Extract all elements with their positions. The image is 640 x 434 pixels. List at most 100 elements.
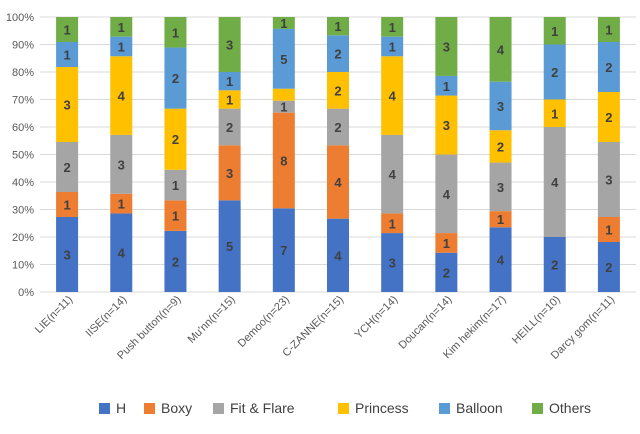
bar-segment-others [543,17,566,45]
legend-swatch [338,403,349,414]
data-label: 3 [63,98,70,113]
legend-item-fit-flare: Fit & Flare [213,400,295,416]
data-label: 1 [63,23,70,38]
data-label: 1 [443,236,450,251]
data-label: 3 [497,99,504,114]
data-label: 1 [172,25,179,40]
bar-segment-balloon [435,75,458,96]
data-label: 3 [497,180,504,195]
data-label: 1 [280,100,287,115]
bar-segment-boxy [489,211,512,228]
bar-segment-boxy [164,200,187,231]
y-tick-label: 90% [12,40,34,52]
data-label: 2 [226,120,233,135]
bar-segment-h [435,252,458,292]
bar-segment-boxy [218,145,241,201]
legend-swatch [439,403,450,414]
bar-segment-princess [164,108,187,170]
bar-segment-balloon [218,72,241,91]
bar-segment-boxy [435,233,458,253]
bar-segment-balloon [110,36,133,57]
bar-segment-boxy [597,217,620,242]
data-label: 1 [551,24,558,39]
bar-segment-balloon [164,47,187,109]
data-label: 3 [226,38,233,53]
x-category-label: Doucan(n=14) [396,294,454,352]
data-label: 1 [118,39,125,54]
bar-segment-fit-flare [597,142,620,217]
bar-segment-balloon [327,35,349,72]
y-tick-label: 30% [12,205,34,217]
y-tick-label: 0% [18,287,34,299]
bar-segment-princess [381,56,404,135]
bar-segment-balloon [489,81,512,131]
data-label: 3 [63,248,70,263]
bar-segment-fit-flare [218,108,241,146]
data-label: 1 [334,19,341,34]
data-label: 4 [334,248,342,263]
data-label: 1 [63,198,70,213]
data-label: 2 [334,120,341,135]
data-label: 1 [389,39,396,54]
legend: H Boxy Fit & Flare Princess Balloon Others [99,400,591,416]
data-label: 3 [118,157,125,172]
data-label: 3 [389,256,396,271]
bar-segment-h [543,237,566,292]
y-axis-ticks: 0% 10% 20% 30% 40% 50% 60% 70% 80% 90% 100% [6,12,34,299]
data-label: 4 [334,175,342,190]
data-label: 3 [443,118,450,133]
data-label: 2 [551,258,558,273]
bar-segment-boxy [272,112,295,209]
data-label: 2 [172,132,179,147]
data-label: 2 [605,260,612,275]
bar-segment-fit-flare [381,134,404,214]
data-label: 5 [226,239,233,254]
y-tick-label: 100% [6,12,34,24]
bar-segment-princess [272,88,295,101]
data-label: 1 [605,223,612,238]
x-category-label: IISE(n=14) [84,294,130,340]
data-label: 1 [226,93,233,108]
bar-segment-fit-flare [543,127,566,237]
data-label: 1 [63,48,70,63]
data-label: 2 [63,160,70,175]
bar-segment-boxy [56,192,79,217]
legend-label: Others [549,400,591,416]
bar-segment-others [597,17,620,42]
bar-segment-h [164,230,187,292]
bar-segment-h [56,217,79,292]
data-label: 1 [497,212,504,227]
y-tick-label: 20% [12,232,34,244]
bar-segment-balloon [56,42,79,67]
bar-segment-h [597,242,620,292]
bar-segment-boxy [381,213,404,234]
y-tick-label: 50% [12,150,34,162]
data-label: 2 [334,83,341,98]
bar-segment-boxy [327,145,349,219]
bar-segment-h [489,227,512,292]
data-label: 2 [497,139,504,154]
bar-segment-princess [110,56,133,135]
data-label: 4 [497,253,505,268]
x-axis-labels: LIE(n=11) IISE(n=14)Push button(n=9) Mu'nn… [33,294,617,362]
bar-segment-princess [218,90,241,109]
data-label: 1 [605,23,612,38]
legend-label: Boxy [161,400,192,416]
bar-segment-fit-flare [164,169,187,201]
data-label: 7 [280,243,287,258]
y-tick-label: 60% [12,122,34,134]
data-label: 2 [605,110,612,125]
bar-segment-fit-flare [272,100,295,113]
bar-segment-h [327,218,349,292]
bars [56,17,620,292]
legend-label: Balloon [456,400,503,416]
legend-swatch [213,403,224,414]
x-category-label: YCH(n=14) [353,294,401,342]
data-label: 1 [389,216,396,231]
data-label: 2 [551,65,558,80]
legend-swatch [532,403,543,414]
bar-segment-others [110,17,133,37]
bar-segment-h [110,213,133,292]
bar-segment-fit-flare [56,142,79,192]
